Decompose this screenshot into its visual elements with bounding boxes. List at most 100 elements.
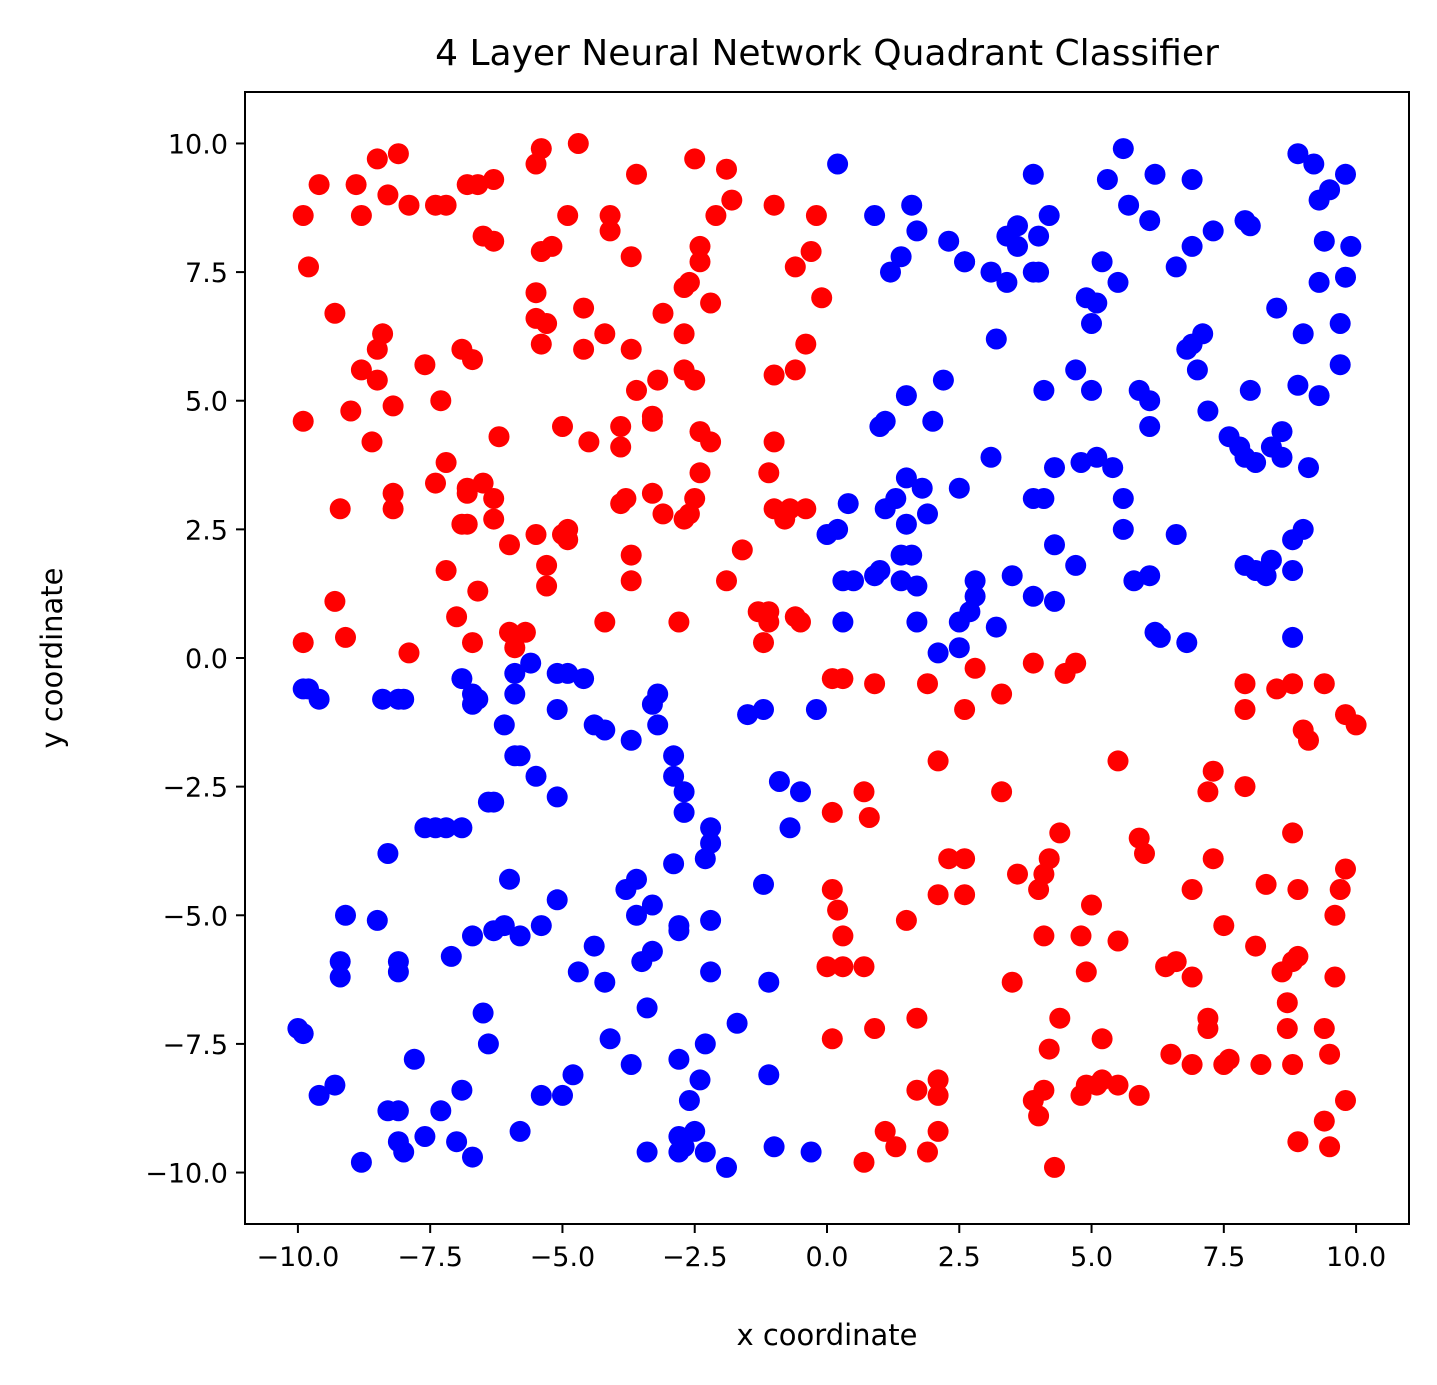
point-series-0-37 [525,282,547,304]
x-tick-label: 7.5 [1202,1242,1245,1273]
point-series-0-189 [1329,879,1351,900]
point-series-1-71 [1282,626,1304,648]
point-series-0-86 [472,472,494,494]
y-tick-label: −2.5 [162,773,228,804]
point-series-0-171 [954,884,976,906]
x-axis-label: x coordinate [736,1318,917,1352]
point-series-1-205 [567,961,589,983]
point-series-0-116 [467,580,489,602]
point-series-1-237 [462,1146,483,1168]
point-series-0-101 [641,482,663,504]
point-series-1-202 [329,966,351,988]
point-series-1-226 [689,1069,711,1091]
point-series-0-214 [1038,1038,1060,1060]
point-series-1-175 [377,843,399,864]
point-series-0-203 [1287,945,1309,967]
point-series-1-168 [768,771,790,792]
point-series-1-245 [716,1156,737,1178]
point-series-1-150 [594,719,616,741]
point-series-1-164 [663,745,685,767]
point-series-1-161 [546,786,568,808]
point-series-0-69 [641,410,663,432]
point-series-1-97 [954,251,976,273]
point-series-0-90 [456,513,478,535]
point-series-1-48 [1335,266,1356,288]
point-series-0-115 [435,560,457,581]
point-series-0-85 [456,482,478,504]
point-series-1-153 [647,714,669,736]
y-tick-label: 7.5 [185,258,228,289]
point-series-1-174 [451,817,473,839]
point-series-0-135 [790,611,811,633]
point-series-0-176 [821,879,843,900]
point-series-0-27 [599,205,621,226]
point-series-0-213 [1049,1007,1071,1029]
point-series-0-39 [536,313,558,334]
point-series-1-40 [1287,143,1309,165]
point-series-1-115 [869,560,891,581]
point-series-0-24 [784,256,806,278]
point-series-0-216 [1160,1043,1182,1065]
point-series-1-155 [737,704,759,726]
point-series-1-143 [520,652,542,674]
point-series-0-21 [763,194,785,216]
point-series-1-173 [435,817,457,839]
point-series-1-220 [324,1074,346,1096]
point-series-0-70 [626,379,647,401]
point-series-1-218 [403,1048,425,1070]
point-series-0-109 [795,498,817,520]
point-series-1-77 [1070,452,1092,473]
point-series-1-225 [668,1048,690,1070]
point-series-1-129 [985,616,1007,638]
point-series-0-238 [927,1120,949,1142]
point-series-0-117 [446,606,468,628]
point-series-0-81 [795,333,817,355]
point-series-0-242 [1287,1131,1309,1153]
point-series-0-183 [1107,930,1129,952]
point-series-1-95 [1033,379,1055,401]
point-series-0-110 [731,539,753,561]
point-series-0-162 [821,801,843,823]
point-series-0-55 [382,395,404,417]
point-series-1-0 [827,153,849,175]
point-series-1-39 [1234,210,1256,232]
point-series-1-13 [1007,235,1028,257]
point-series-1-36 [1186,359,1208,381]
point-series-0-26 [557,205,579,226]
point-series-0-154 [1345,714,1367,736]
point-series-1-43 [1319,179,1341,201]
point-series-0-87 [483,488,505,509]
point-series-0-185 [1181,879,1203,900]
point-series-1-61 [1271,421,1293,443]
point-series-1-6 [880,261,901,283]
point-series-1-121 [832,611,854,633]
point-series-1-238 [350,1151,372,1173]
point-series-1-141 [504,662,526,684]
point-series-0-118 [462,632,483,654]
x-tick-label: 10.0 [1326,1242,1386,1273]
point-series-1-118 [816,524,838,545]
point-series-1-127 [964,585,986,607]
point-series-1-219 [308,1084,330,1106]
point-series-1-208 [758,971,780,993]
point-series-0-140 [954,699,976,720]
point-series-1-244 [694,1141,716,1163]
point-series-1-70 [1245,560,1267,581]
y-tick-label: −7.5 [162,1030,228,1061]
point-series-1-98 [932,369,954,391]
point-series-0-211 [864,1018,886,1039]
y-tick-label: 10.0 [168,129,228,160]
point-series-0-227 [1028,1105,1050,1127]
point-series-1-81 [1112,518,1134,540]
point-series-0-164 [1049,822,1071,844]
point-series-0-215 [1091,1028,1113,1050]
y-tick-label: 0.0 [185,644,228,675]
point-series-0-184 [1202,848,1224,870]
point-series-0-56 [340,400,362,422]
point-series-1-93 [1033,488,1055,509]
point-series-0-217 [1181,1054,1203,1075]
point-series-0-5 [377,184,399,206]
point-series-1-107 [948,477,970,499]
point-series-0-35 [652,302,674,324]
point-series-1-50 [1266,297,1288,319]
